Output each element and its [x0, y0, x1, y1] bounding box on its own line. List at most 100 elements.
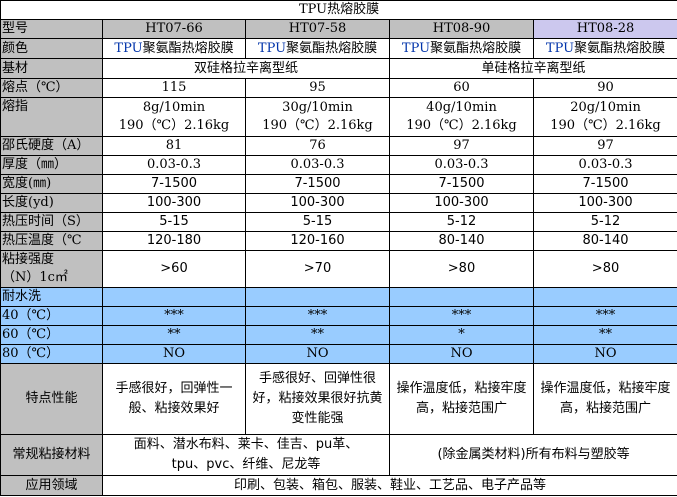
cell: 手感很好，回弹性一般、粘接效果好	[102, 363, 246, 435]
row-label: 熔指	[0, 97, 103, 137]
cell	[532, 287, 677, 307]
table-row: 热压时间（S） 5-15 5-15 5-12 5-12	[0, 212, 677, 232]
row-label: 热压时间（S）	[0, 212, 103, 232]
cell: TPU聚氨酯热熔胶膜	[532, 38, 677, 59]
row-label: 厚度（㎜）	[0, 155, 103, 175]
model-header: HT08-28	[532, 19, 677, 39]
row-label: 熔点（℃）	[0, 78, 103, 98]
row-label: 型号	[0, 19, 103, 39]
row-label: 60（℃）	[0, 325, 103, 345]
cell: 7-1500	[532, 174, 677, 194]
cell	[245, 287, 390, 307]
cell: *	[389, 325, 534, 345]
model-header: HT07-66	[102, 19, 246, 39]
table-row: 熔点（℃） 115 95 60 90	[0, 78, 677, 98]
table-row: 40（℃） *** *** *** ***	[0, 306, 677, 326]
cell: 单硅格拉辛离型纸	[388, 58, 677, 79]
cell: ***	[389, 306, 534, 326]
table-row: 80（℃） NO NO NO NO	[0, 344, 677, 364]
cell: 80-140	[532, 231, 677, 251]
cell: 7-1500	[389, 174, 534, 194]
cell: NO	[532, 344, 677, 364]
table-row: 熔指 8g/10min 190（℃）2.16kg 30g/10min 190（℃）2…	[0, 97, 677, 137]
cell: 面料、潜水布料、莱卡、佳吉、pu革、tpu、pvc、纤维、尼龙等	[102, 434, 390, 476]
cell: 80-140	[389, 231, 534, 251]
cell: >70	[245, 250, 390, 288]
row-label: 宽度(㎜)	[0, 174, 103, 194]
cell	[389, 287, 534, 307]
cell: 5-15	[102, 212, 246, 232]
cell: ***	[102, 306, 246, 326]
table-row: 特点性能 手感很好，回弹性一般、粘接效果好 手感很好、回弹性很好，粘接效果很好抗…	[0, 363, 677, 435]
row-label: 基材	[0, 58, 103, 79]
table-row: 厚度（㎜） 0.03-0.3 0.03-0.3 0.03-0.3 0.03-0.…	[0, 155, 677, 175]
cell: 100-300	[245, 193, 390, 213]
cell: 双硅格拉辛离型纸	[102, 58, 390, 79]
cell: 0.03-0.3	[102, 155, 246, 175]
cell: 8g/10min 190（℃）2.16kg	[102, 97, 246, 137]
cell: NO	[102, 344, 246, 364]
cell: >80	[389, 250, 534, 288]
table-row: 耐水洗	[0, 287, 677, 307]
cell: TPU聚氨酯热熔胶膜	[102, 38, 246, 59]
table-row: 粘接强度 （N）1c㎡ >60 >70 >80 >80	[0, 250, 677, 288]
cell: 97	[389, 136, 534, 156]
cell: 5-12	[389, 212, 534, 232]
cell: 印刷、包装、箱包、服装、鞋业、工艺品、电子产品等	[101, 475, 677, 496]
table-row: 型号 HT07-66 HT07-58 HT08-90 HT08-28	[0, 19, 677, 39]
cell: 30g/10min 190（℃）2.16kg	[245, 97, 390, 137]
cell: ***	[245, 306, 390, 326]
cell: 手感很好、回弹性很好，粘接效果很好抗黄变性能强	[245, 363, 390, 435]
cell: 100-300	[102, 193, 246, 213]
cell: 120-180	[102, 231, 246, 251]
row-label: 特点性能	[0, 363, 103, 435]
cell: 0.03-0.3	[245, 155, 390, 175]
cell: **	[102, 325, 246, 345]
cell: **	[532, 325, 677, 345]
cell	[102, 287, 246, 307]
row-label: 长度(yd)	[0, 193, 103, 213]
cell: 7-1500	[102, 174, 246, 194]
cell: 100-300	[389, 193, 534, 213]
table-row: 宽度(㎜) 7-1500 7-1500 7-1500 7-1500	[0, 174, 677, 194]
row-label: 粘接强度 （N）1c㎡	[0, 250, 103, 288]
table-row: 长度(yd) 100-300 100-300 100-300 100-300	[0, 193, 677, 213]
cell: 60	[389, 78, 534, 98]
cell: ***	[532, 306, 677, 326]
cell: 20g/10min 190（℃）2.16kg	[532, 97, 677, 137]
row-label: 耐水洗	[0, 287, 103, 307]
cell: (除金属类材料)所有布料与塑胶等	[388, 434, 677, 476]
cell: TPU聚氨酯热熔胶膜	[389, 38, 534, 59]
row-label: 常规粘接材料	[0, 434, 103, 476]
table-title: TPU热熔胶膜	[0, 0, 677, 20]
row-label: 40（℃）	[0, 306, 103, 326]
row-label: 颜色	[0, 38, 103, 59]
model-header: HT07-58	[245, 19, 390, 39]
cell: 115	[102, 78, 246, 98]
cell: 操作温度低，粘接牢度高，粘接范围广	[389, 363, 534, 435]
cell: NO	[245, 344, 390, 364]
table-row: 常规粘接材料 面料、潜水布料、莱卡、佳吉、pu革、tpu、pvc、纤维、尼龙等 …	[0, 434, 677, 476]
cell: 95	[245, 78, 390, 98]
cell: **	[245, 325, 390, 345]
cell: 76	[245, 136, 390, 156]
cell: 5-12	[532, 212, 677, 232]
table-row: 颜色 TPU聚氨酯热熔胶膜 TPU聚氨酯热熔胶膜 TPU聚氨酯热熔胶膜 TPU聚…	[0, 38, 677, 59]
cell: 90	[532, 78, 677, 98]
cell: NO	[389, 344, 534, 364]
table-row: 邵氏硬度（A） 81 76 97 97	[0, 136, 677, 156]
cell: 7-1500	[245, 174, 390, 194]
cell: 40g/10min 190（℃）2.16kg	[389, 97, 534, 137]
cell: 120-160	[245, 231, 390, 251]
cell: >80	[532, 250, 677, 288]
row-label: 80（℃）	[0, 344, 103, 364]
cell: 81	[102, 136, 246, 156]
row-label: 应用领域	[0, 475, 103, 496]
table-row: 热压温度（℃ 120-180 120-160 80-140 80-140	[0, 231, 677, 251]
cell: 0.03-0.3	[389, 155, 534, 175]
table-row: 基材 双硅格拉辛离型纸 单硅格拉辛离型纸	[0, 58, 677, 79]
cell: 操作温度低，粘接牢度高，粘接范围广	[532, 363, 677, 435]
cell: >60	[102, 250, 246, 288]
row-label: 邵氏硬度（A）	[0, 136, 103, 156]
